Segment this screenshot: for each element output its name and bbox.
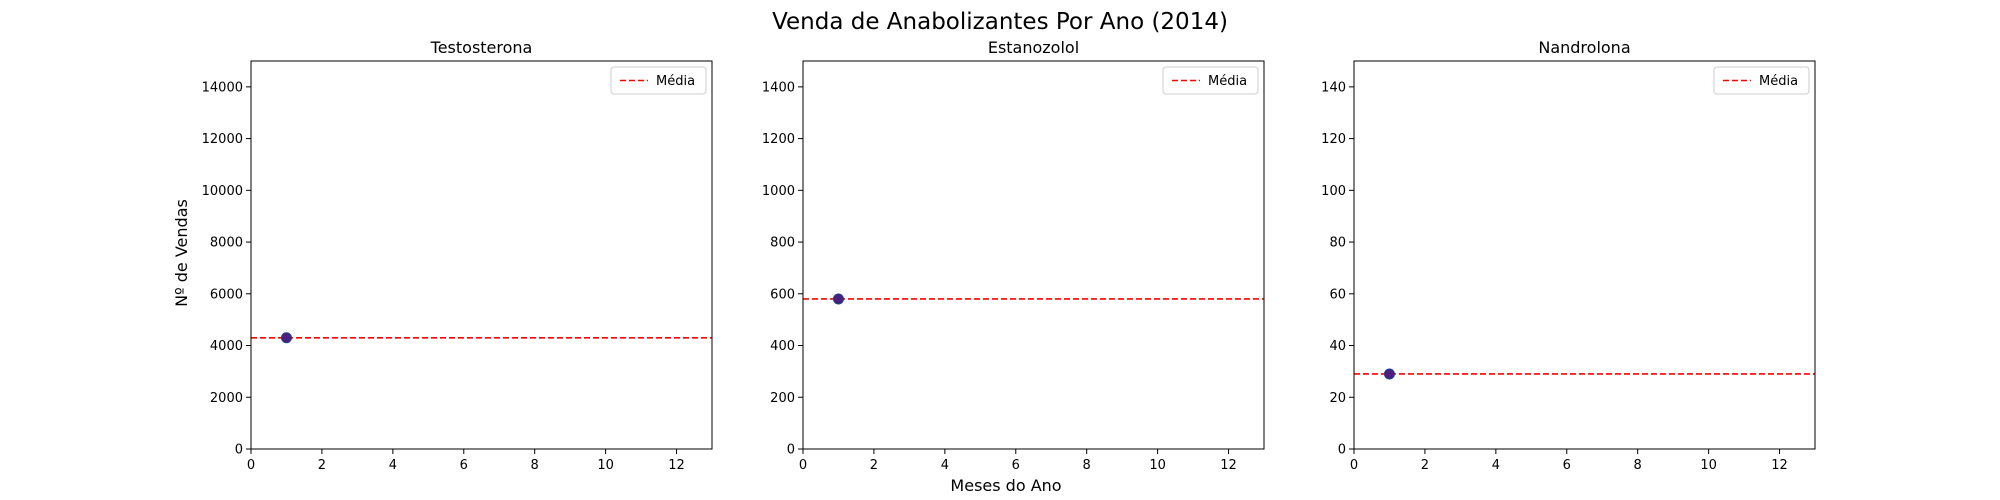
axes-frame bbox=[802, 60, 1265, 450]
data-point bbox=[280, 332, 292, 344]
x-tick-label: 10 bbox=[1700, 458, 1717, 473]
legend-box bbox=[610, 66, 707, 95]
x-tick-label: 10 bbox=[597, 458, 614, 473]
x-axis-label: Meses do Ano bbox=[950, 476, 1061, 495]
y-tick-label: 1400 bbox=[762, 80, 795, 95]
y-tick-label: 200 bbox=[770, 391, 795, 406]
x-tick-label: 12 bbox=[668, 458, 685, 473]
y-axis-label: Nº de Vendas bbox=[172, 199, 191, 307]
x-tick-label: 0 bbox=[799, 458, 807, 473]
y-tick-label: 0 bbox=[235, 443, 243, 458]
legend-box bbox=[1713, 66, 1810, 95]
x-tick-label: 8 bbox=[1634, 458, 1642, 473]
y-tick-label: 14000 bbox=[202, 80, 243, 95]
legend-label: Média bbox=[1759, 74, 1798, 89]
legend: Média bbox=[610, 66, 707, 95]
x-tick-label: 8 bbox=[531, 458, 539, 473]
x-tick-label: 4 bbox=[1492, 458, 1500, 473]
legend: Média bbox=[1713, 66, 1810, 95]
y-tick-label: 20 bbox=[1329, 391, 1346, 406]
legend-box bbox=[1162, 66, 1259, 95]
legend-label: Média bbox=[1208, 74, 1247, 89]
x-tick-label: 6 bbox=[1012, 458, 1020, 473]
y-tick-label: 140 bbox=[1321, 80, 1346, 95]
y-tick-label: 0 bbox=[787, 443, 795, 458]
x-tick-label: 12 bbox=[1220, 458, 1237, 473]
y-tick-label: 400 bbox=[770, 339, 795, 354]
subplot-title: Testosterona bbox=[430, 38, 533, 57]
y-tick-label: 40 bbox=[1329, 339, 1346, 354]
x-tick-label: 0 bbox=[247, 458, 255, 473]
y-tick-label: 4000 bbox=[210, 339, 243, 354]
x-tick-label: 12 bbox=[1771, 458, 1788, 473]
y-tick-label: 12000 bbox=[202, 132, 243, 147]
x-tick-label: 4 bbox=[389, 458, 397, 473]
y-tick-label: 600 bbox=[770, 287, 795, 302]
x-tick-label: 10 bbox=[1149, 458, 1166, 473]
y-tick-label: 1200 bbox=[762, 132, 795, 147]
y-tick-label: 100 bbox=[1321, 184, 1346, 199]
x-tick-label: 2 bbox=[318, 458, 326, 473]
data-point bbox=[1383, 368, 1395, 380]
x-tick-label: 0 bbox=[1350, 458, 1358, 473]
y-tick-label: 6000 bbox=[210, 287, 243, 302]
figure-title: Venda de Anabolizantes Por Ano (2014) bbox=[772, 9, 1228, 35]
subplot-title: Nandrolona bbox=[1538, 38, 1630, 57]
subplot-1: Testosterona 0 2 4 6 8 10 12 0 2000 4000 6000 8000 10… bbox=[202, 38, 713, 473]
subplot-2: Estanozolol 0 2 4 6 8 10 12 0 200 400 600 800 1000 120… bbox=[762, 38, 1265, 473]
y-tick-label: 60 bbox=[1329, 287, 1346, 302]
x-tick-label: 4 bbox=[941, 458, 949, 473]
y-tick-label: 800 bbox=[770, 236, 795, 251]
x-tick-label: 8 bbox=[1083, 458, 1091, 473]
y-tick-label: 80 bbox=[1329, 236, 1346, 251]
x-tick-label: 6 bbox=[1563, 458, 1571, 473]
y-tick-label: 0 bbox=[1338, 443, 1346, 458]
axes-frame bbox=[250, 60, 713, 450]
x-tick-label: 2 bbox=[870, 458, 878, 473]
axes-frame bbox=[1353, 60, 1816, 450]
legend: Média bbox=[1162, 66, 1259, 95]
legend-label: Média bbox=[656, 74, 695, 89]
y-tick-label: 1000 bbox=[762, 184, 795, 199]
subplot-title: Estanozolol bbox=[988, 38, 1079, 57]
data-point bbox=[832, 293, 844, 305]
y-tick-label: 8000 bbox=[210, 236, 243, 251]
y-tick-label: 120 bbox=[1321, 132, 1346, 147]
x-tick-label: 2 bbox=[1421, 458, 1429, 473]
y-tick-label: 2000 bbox=[210, 391, 243, 406]
y-tick-label: 10000 bbox=[202, 184, 243, 199]
x-tick-label: 6 bbox=[460, 458, 468, 473]
